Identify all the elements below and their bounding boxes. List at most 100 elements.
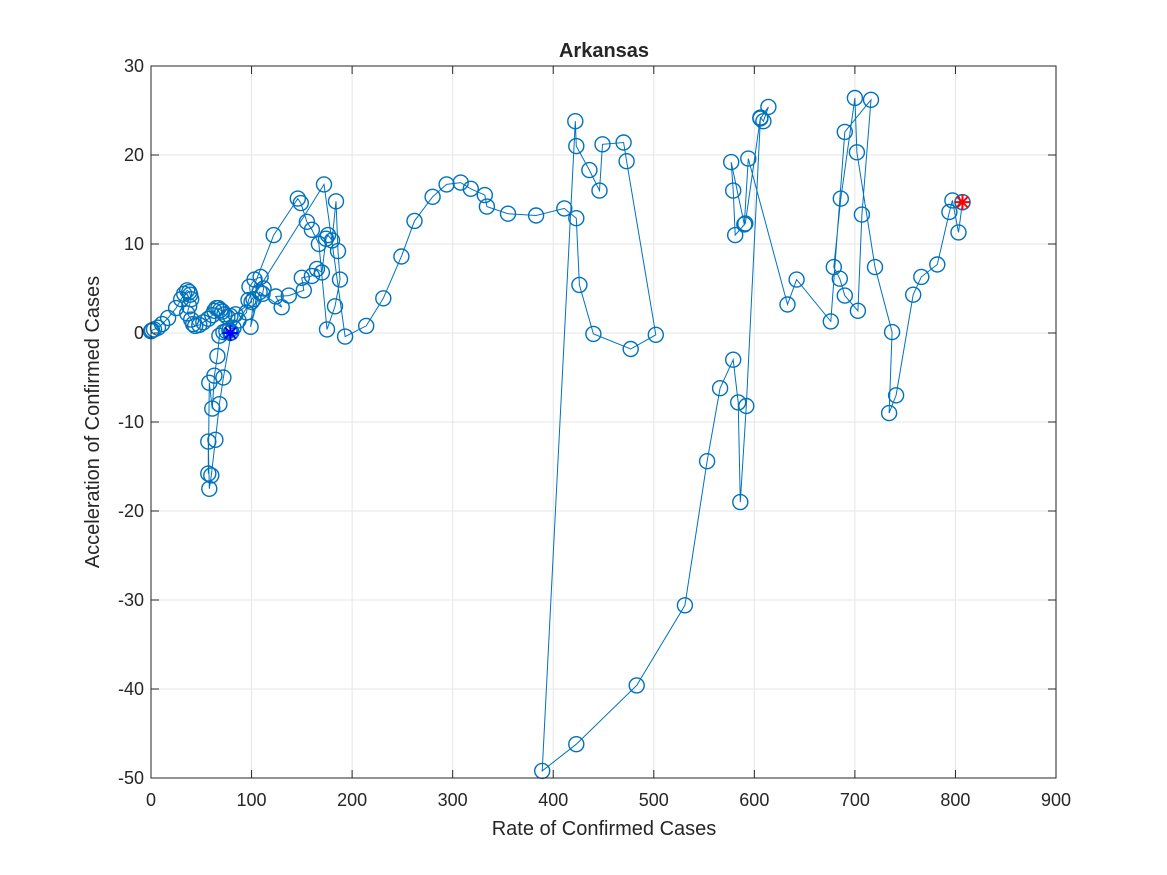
data-point	[591, 182, 608, 199]
data-point	[499, 205, 517, 222]
end-point-marker	[954, 193, 971, 211]
x-tick-label: 700	[840, 790, 870, 810]
y-tick-label: 30	[124, 56, 144, 76]
data-point	[849, 302, 867, 319]
data-point	[883, 323, 901, 341]
data-point	[822, 313, 839, 330]
data-point	[207, 431, 224, 448]
y-tick-label: 10	[124, 234, 144, 254]
data-point	[848, 144, 866, 161]
data-point	[760, 98, 777, 116]
data-point	[211, 396, 228, 413]
data-point	[628, 677, 645, 694]
data-point	[618, 152, 635, 170]
data-point	[832, 190, 849, 207]
data-point	[336, 328, 354, 345]
data-point	[581, 161, 598, 179]
data-point	[265, 226, 282, 244]
data-point	[941, 203, 958, 221]
data-point	[240, 291, 257, 309]
data-point	[310, 235, 328, 253]
data-point	[255, 280, 272, 297]
data-point	[880, 404, 898, 422]
data-point	[887, 387, 905, 404]
data-point	[730, 394, 747, 411]
data-point	[326, 298, 344, 315]
data-point	[323, 232, 341, 249]
x-axis-label: Rate of Confirmed Cases	[492, 818, 717, 840]
data-point	[571, 276, 588, 294]
data-point	[327, 193, 345, 210]
data-point	[725, 351, 742, 368]
data-point	[615, 134, 632, 151]
x-tick-label: 600	[739, 790, 769, 810]
data-point	[375, 290, 392, 307]
data-point	[280, 287, 297, 304]
data-point	[913, 268, 930, 286]
data-point	[295, 282, 312, 299]
data-point	[201, 374, 218, 391]
data-point	[184, 315, 202, 333]
data-point	[313, 264, 331, 281]
data-point	[298, 213, 316, 231]
x-tick-label: 200	[337, 790, 367, 810]
data-point	[318, 321, 336, 338]
data-point	[200, 433, 217, 450]
data-point	[723, 153, 740, 171]
x-tick-label: 800	[940, 790, 970, 810]
data-point	[462, 180, 479, 198]
data-point	[622, 340, 639, 358]
data-point	[159, 309, 177, 327]
y-tick-label: -40	[118, 679, 144, 699]
tick-labels: 0 100 200 300 400 500 600 700 800 900-50-40-30-20…	[118, 56, 1071, 810]
data-point	[846, 89, 864, 107]
data-point	[779, 296, 796, 313]
x-tick-label: 400	[538, 790, 568, 810]
start-point-marker	[222, 324, 239, 342]
y-tick-label: -50	[118, 768, 144, 788]
data-point	[836, 287, 853, 304]
data-point	[752, 109, 769, 126]
data-point	[725, 182, 742, 199]
data-point	[950, 224, 967, 241]
data-point	[331, 271, 349, 288]
data-point	[568, 137, 585, 155]
x-tick-label: 0	[146, 790, 156, 810]
y-axis-label: Acceleration of Confirmed Cases	[82, 276, 104, 568]
data-point	[727, 226, 744, 244]
data-point	[251, 283, 268, 301]
y-tick-label: -20	[118, 501, 144, 521]
data-point	[178, 282, 196, 299]
data-point	[676, 597, 694, 614]
data-point	[698, 453, 716, 470]
data-point	[527, 207, 545, 224]
data-point	[737, 215, 754, 232]
data-point	[206, 302, 223, 319]
data-point	[738, 397, 755, 415]
data-point	[210, 299, 227, 317]
data-point	[476, 186, 493, 204]
data-point	[825, 258, 842, 276]
data-point	[732, 493, 749, 511]
data-point	[568, 736, 585, 753]
data-point	[736, 216, 753, 233]
data-point	[568, 209, 585, 227]
data-point	[393, 248, 410, 265]
data-point	[292, 194, 309, 212]
data-point	[308, 260, 326, 278]
data-point	[167, 299, 185, 317]
data-point	[788, 271, 805, 288]
x-tick-label: 300	[438, 790, 468, 810]
data-point	[191, 316, 208, 334]
data-point	[267, 288, 284, 305]
data-point	[358, 317, 375, 335]
data-point	[905, 286, 922, 303]
data-point	[293, 269, 310, 286]
data-point	[424, 188, 441, 206]
data-point	[929, 256, 946, 273]
data-point	[853, 206, 871, 223]
data-point	[452, 174, 469, 191]
data-point	[214, 303, 231, 320]
data-point	[711, 380, 729, 397]
data-point	[862, 91, 880, 109]
